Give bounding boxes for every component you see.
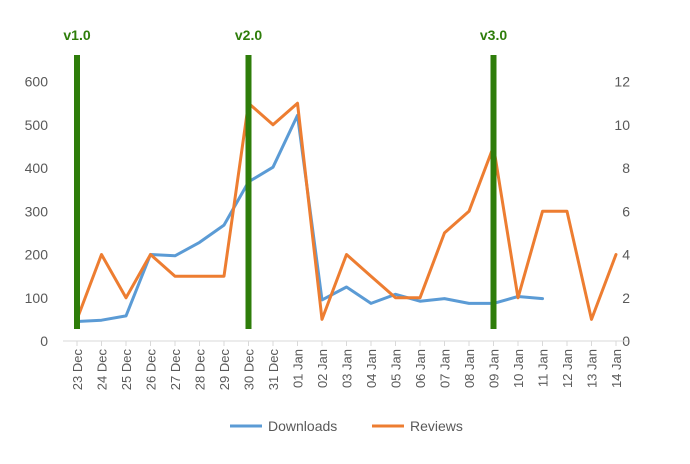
left-tick-label: 600 [25, 74, 49, 90]
x-tick-label: 04 Jan [364, 349, 379, 388]
version-markers: v1.0 v2.0 v3.0 [63, 27, 507, 329]
x-tick-label: 28 Dec [193, 349, 208, 391]
left-axis-ticks: 0 100 200 300 400 500 600 [25, 74, 49, 349]
x-tick-label: 29 Dec [217, 349, 232, 391]
x-tick-label: 23 Dec [70, 349, 85, 391]
x-tick-label: 12 Jan [560, 349, 575, 388]
right-tick-label: 10 [614, 117, 630, 133]
x-tick-label: 13 Jan [585, 349, 600, 388]
legend-label-downloads: Downloads [268, 418, 337, 434]
right-tick-label: 4 [622, 247, 630, 263]
x-axis-ticks: 23 Dec 24 Dec 25 Dec 26 Dec 27 Dec 28 Dec 29 D… [70, 341, 624, 390]
right-tick-label: 2 [622, 290, 630, 306]
series-layer [75, 101, 618, 323]
version-marker-v2-0 [245, 55, 252, 329]
left-tick-label: 100 [25, 290, 49, 306]
x-tick-label: 01 Jan [291, 349, 306, 388]
x-tick-label: 31 Dec [266, 349, 281, 391]
x-tick-label: 02 Jan [315, 349, 330, 388]
x-tick-label: 11 Jan [536, 349, 551, 387]
x-tick-label: 30 Dec [242, 349, 257, 391]
x-tick-label: 06 Jan [413, 349, 428, 388]
version-label-v2-0: v2.0 [235, 27, 262, 43]
version-label-v1-0: v1.0 [63, 27, 90, 43]
version-label-v3-0: v3.0 [480, 27, 507, 43]
x-tick-label: 03 Jan [340, 349, 355, 388]
x-tick-label: 07 Jan [438, 349, 453, 388]
x-tick-label: 26 Dec [144, 349, 159, 391]
right-tick-label: 8 [622, 160, 630, 176]
left-tick-label: 400 [25, 160, 49, 176]
left-tick-label: 300 [25, 203, 49, 219]
x-tick-label: 09 Jan [487, 349, 502, 388]
right-tick-label: 6 [622, 203, 630, 219]
x-tick-label: 08 Jan [462, 349, 477, 388]
x-tick-label: 24 Dec [95, 349, 110, 391]
legend-label-reviews: Reviews [410, 418, 463, 434]
left-tick-label: 500 [25, 117, 49, 133]
x-tick-label: 25 Dec [119, 349, 134, 391]
version-marker-v1-0 [74, 55, 80, 329]
series-line-reviews [75, 101, 618, 321]
x-tick-label: 14 Jan [609, 349, 624, 388]
version-marker-v3-0 [490, 55, 497, 329]
left-tick-label: 200 [25, 247, 49, 263]
left-tick-label: 0 [40, 333, 48, 349]
legend: Downloads Reviews [230, 418, 463, 434]
x-tick-label: 10 Jan [511, 349, 526, 388]
x-tick-label: 05 Jan [389, 349, 404, 388]
right-tick-label: 12 [614, 74, 630, 90]
x-tick-label: 27 Dec [168, 349, 183, 391]
